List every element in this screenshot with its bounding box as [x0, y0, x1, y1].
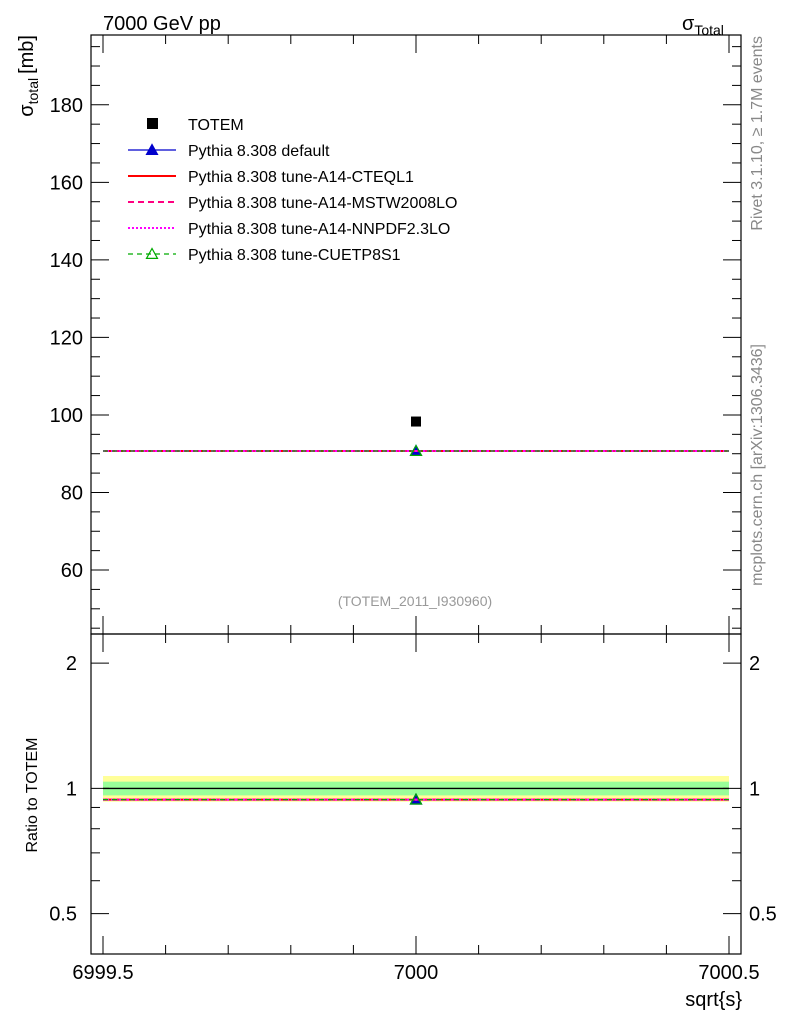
rivet-label: Rivet 3.1.10, ≥ 1.7M events: [749, 36, 766, 231]
legend-label: Pythia 8.308 tune-A14-NNPDF2.3LO: [188, 221, 450, 238]
legend: TOTEM Pythia 8.308 default Pythia 8.308 tu…: [128, 117, 457, 264]
main-ytick-label: 180: [50, 95, 83, 117]
main-ylabel-sub: total: [25, 78, 41, 104]
legend-marker-cuetp8s1: [145, 247, 159, 259]
ratio-series: [103, 792, 729, 805]
main-ytick-label: 100: [50, 405, 83, 427]
legend-label: Pythia 8.308 tune-A14-CTEQL1: [188, 169, 414, 186]
legend-label: TOTEM: [188, 117, 244, 134]
legend-label: Pythia 8.308 tune-A14-MSTW2008LO: [188, 195, 457, 212]
right-title: σTotal: [682, 13, 724, 38]
axes: 60 80 100 120 140 160 180 0.5 0.5 1 1 2 2 6999.5 7000 7…: [49, 34, 777, 984]
main-ytick-label: 120: [50, 327, 83, 349]
right-title-sub: Total: [694, 22, 724, 38]
main-ytick-label: 60: [61, 560, 83, 582]
ratio-ytick-label-right: 2: [749, 653, 760, 675]
ratio-ytick-label-right: 0.5: [749, 904, 777, 926]
ratio-ytick-label-left: 2: [66, 653, 77, 675]
ratio-ytick-label-right: 1: [749, 778, 760, 800]
main-series: [103, 416, 729, 457]
mc-point-cuetp8s1: [409, 444, 423, 457]
main-ylabel-unit: [mb]: [16, 35, 38, 74]
ratio-ytick-label-left: 0.5: [49, 904, 77, 926]
main-ylabel: σtotal [mb]: [16, 35, 41, 117]
xtick-label: 6999.5: [72, 962, 133, 984]
xtick-label: 7000.5: [698, 962, 759, 984]
main-ytick-label: 140: [50, 250, 83, 272]
ratio-ylabel: Ratio to TOTEM: [24, 738, 41, 853]
main-ytick-label: 160: [50, 172, 83, 194]
source-label: mcplots.cern.ch [arXiv:1306.3436]: [749, 344, 766, 586]
ratio-point-cuetp8s1: [409, 792, 423, 805]
ratio-reference-band: [103, 776, 729, 802]
data-point-totem: [411, 416, 421, 427]
ratio-ytick-label-left: 1: [66, 778, 77, 800]
legend-label: Pythia 8.308 tune-CUETP8S1: [188, 247, 401, 264]
right-title-main: σ: [682, 13, 695, 35]
main-ytick-label: 80: [61, 482, 83, 504]
main-ylabel-main: σ: [16, 104, 38, 117]
x-axis-label: sqrt{s}: [685, 989, 742, 1011]
left-title: 7000 GeV pp: [103, 13, 221, 35]
legend-marker-default: [145, 143, 159, 155]
legend-label: Pythia 8.308 default: [188, 143, 330, 160]
analysis-watermark: (TOTEM_2011_I930960): [338, 593, 492, 609]
xtick-label: 7000: [394, 962, 439, 984]
legend-marker-totem: [147, 118, 158, 129]
